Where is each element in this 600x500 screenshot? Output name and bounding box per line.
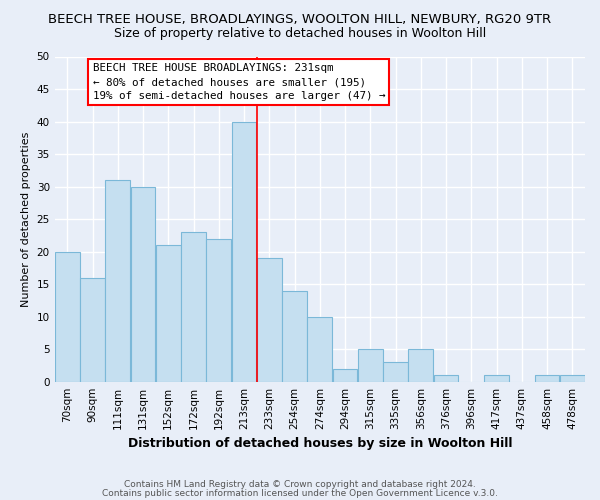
Bar: [131, 186, 155, 382]
Bar: [55, 252, 80, 382]
Bar: [409, 349, 433, 382]
Bar: [535, 375, 559, 382]
Bar: [232, 122, 256, 382]
Text: Contains public sector information licensed under the Open Government Licence v.: Contains public sector information licen…: [102, 489, 498, 498]
Bar: [358, 349, 383, 382]
Bar: [434, 375, 458, 382]
Text: Size of property relative to detached houses in Woolton Hill: Size of property relative to detached ho…: [114, 28, 486, 40]
Text: Contains HM Land Registry data © Crown copyright and database right 2024.: Contains HM Land Registry data © Crown c…: [124, 480, 476, 489]
Bar: [484, 375, 509, 382]
Text: BEECH TREE HOUSE, BROADLAYINGS, WOOLTON HILL, NEWBURY, RG20 9TR: BEECH TREE HOUSE, BROADLAYINGS, WOOLTON …: [49, 12, 551, 26]
Bar: [181, 232, 206, 382]
Bar: [106, 180, 130, 382]
Bar: [282, 290, 307, 382]
Bar: [80, 278, 105, 382]
Bar: [383, 362, 408, 382]
Text: BEECH TREE HOUSE BROADLAYINGS: 231sqm
← 80% of detached houses are smaller (195): BEECH TREE HOUSE BROADLAYINGS: 231sqm ← …: [92, 63, 385, 101]
Bar: [156, 245, 181, 382]
Bar: [206, 238, 231, 382]
Y-axis label: Number of detached properties: Number of detached properties: [21, 132, 31, 307]
Bar: [307, 316, 332, 382]
Bar: [560, 375, 585, 382]
X-axis label: Distribution of detached houses by size in Woolton Hill: Distribution of detached houses by size …: [128, 437, 512, 450]
Bar: [257, 258, 281, 382]
Bar: [333, 368, 358, 382]
